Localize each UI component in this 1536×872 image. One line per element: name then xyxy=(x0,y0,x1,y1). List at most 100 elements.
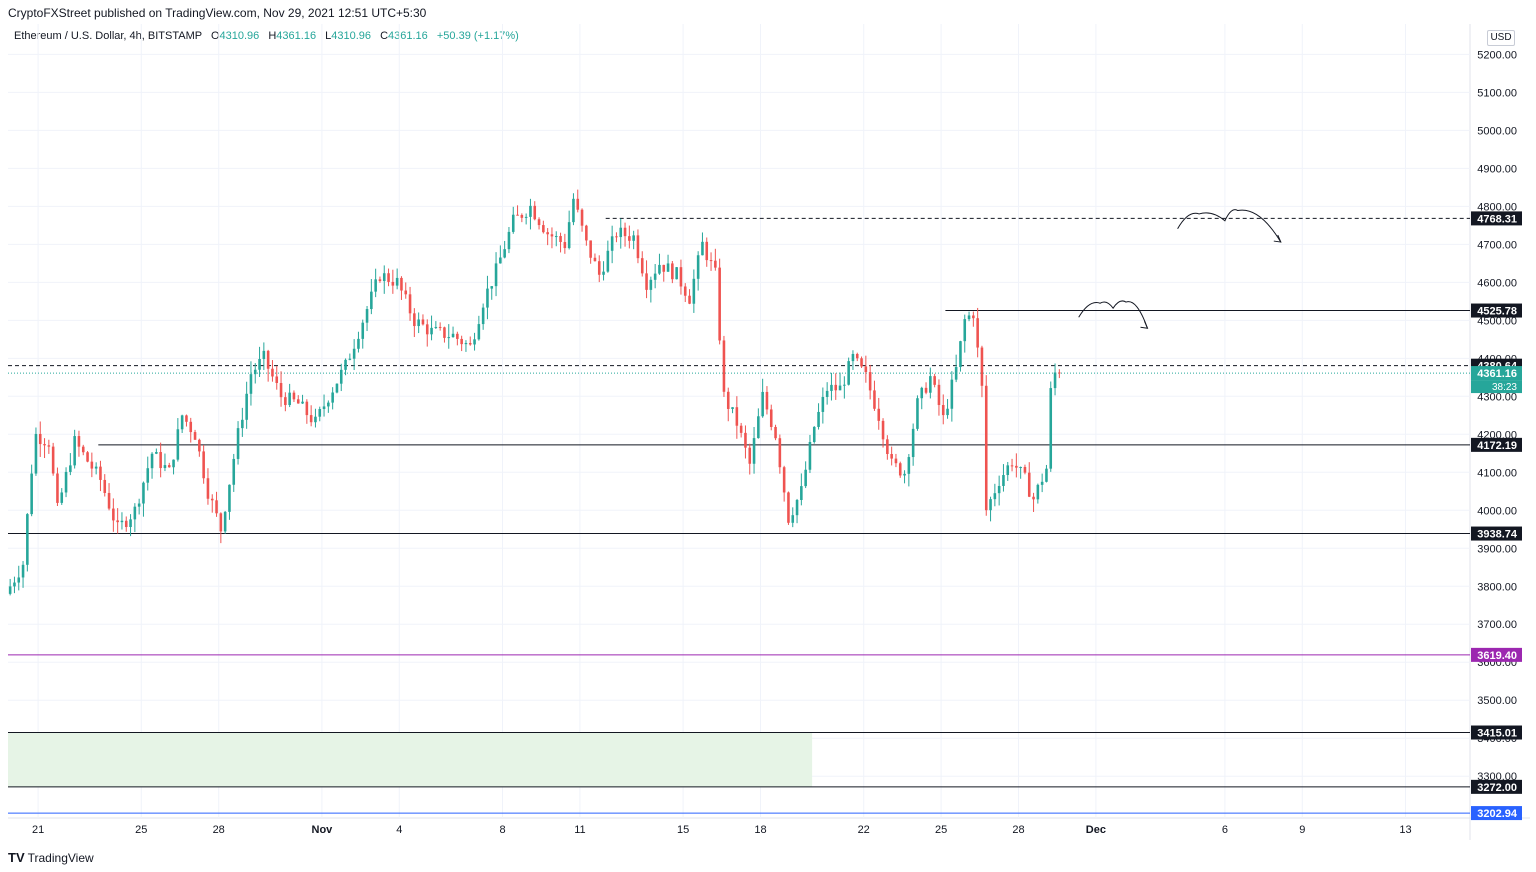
level-label: 4525.78 xyxy=(1477,306,1517,318)
candle-body xyxy=(924,387,928,393)
candle-body xyxy=(993,493,997,500)
candle-body xyxy=(490,286,494,289)
candle-body xyxy=(344,359,347,370)
chart-grid xyxy=(8,24,1530,840)
candle-body xyxy=(658,264,661,274)
last-price-label-extra-bg xyxy=(1471,380,1522,394)
candle-body xyxy=(503,249,506,258)
candle-body xyxy=(580,209,584,226)
close-label: C xyxy=(380,30,389,42)
candle-body xyxy=(1036,484,1040,500)
candle-body xyxy=(860,358,863,367)
candle-body xyxy=(309,415,313,423)
candle-body xyxy=(73,436,76,466)
price-tick-label: 4000.00 xyxy=(1477,505,1517,517)
candle-body xyxy=(26,514,29,565)
candle-body xyxy=(812,426,816,442)
candle-body xyxy=(189,421,193,433)
candle-body xyxy=(868,372,872,391)
candle-body xyxy=(838,385,842,391)
candle-body xyxy=(486,288,489,308)
low-label: L xyxy=(325,30,332,42)
candle-body xyxy=(206,478,210,499)
candle-body xyxy=(365,309,369,323)
candle-body xyxy=(456,333,459,339)
candle-body xyxy=(236,428,240,459)
candle-body xyxy=(185,415,188,422)
candle-body xyxy=(8,586,12,594)
candle-body xyxy=(825,390,829,397)
candle-body xyxy=(855,353,859,359)
candle-body xyxy=(266,350,270,369)
candle-body xyxy=(86,452,89,462)
candle-body xyxy=(499,257,502,264)
candle-body xyxy=(172,459,175,468)
candle-body xyxy=(683,286,687,296)
candle-body xyxy=(946,408,949,416)
candle-body xyxy=(606,250,610,272)
candle-body xyxy=(615,236,618,238)
candle-body xyxy=(1032,496,1035,500)
candle-body xyxy=(774,426,777,439)
candle-body xyxy=(374,279,377,292)
candle-body xyxy=(146,468,150,483)
candle-body xyxy=(391,281,395,286)
candle-body xyxy=(133,506,137,520)
candle-body xyxy=(623,227,627,237)
candle-body xyxy=(210,498,214,501)
candle-body xyxy=(929,376,932,393)
candle-body xyxy=(1010,465,1014,467)
candle-body xyxy=(124,520,128,528)
candle-body xyxy=(357,338,360,349)
currency-unit-button[interactable]: USD xyxy=(1487,30,1515,46)
candle-body xyxy=(430,327,433,335)
time-tick-label: 4 xyxy=(396,824,402,836)
candle-body xyxy=(752,438,756,464)
candle-body xyxy=(253,369,257,375)
candle-body xyxy=(718,267,721,341)
candle-body xyxy=(877,408,881,421)
last-price-label: 4361.16 xyxy=(1477,368,1517,380)
candle-body xyxy=(873,390,876,409)
candle-body xyxy=(51,446,55,474)
candle-body xyxy=(413,313,416,327)
candle-body xyxy=(1049,388,1053,469)
candle-body xyxy=(232,458,236,485)
time-tick-label: 11 xyxy=(574,824,585,836)
candle-body xyxy=(1015,465,1018,468)
candle-body xyxy=(520,214,524,218)
candle-body xyxy=(94,466,98,469)
projection-arrows xyxy=(1078,209,1282,329)
candle-body xyxy=(593,257,597,262)
candle-body xyxy=(640,258,644,274)
candle-body xyxy=(666,263,670,272)
candle-body xyxy=(167,465,171,468)
candle-body xyxy=(301,401,304,404)
candle-body xyxy=(284,397,287,406)
candle-body xyxy=(180,415,184,430)
candle-body xyxy=(279,383,283,398)
tradingview-footer[interactable]: TV TradingView xyxy=(8,850,94,865)
candle-body xyxy=(787,492,790,523)
candle-body xyxy=(761,391,764,417)
candle-body xyxy=(103,479,107,493)
candle-body xyxy=(30,473,33,515)
candle-body xyxy=(1006,465,1010,476)
candle-body xyxy=(314,416,317,423)
candle-body xyxy=(847,361,850,385)
price-tick-label: 5200.00 xyxy=(1477,49,1517,61)
candle-body xyxy=(898,463,902,476)
symbol-title[interactable]: Ethereum / U.S. Dollar, 4h, BITSTAMP xyxy=(14,30,202,42)
candle-body xyxy=(817,411,820,427)
candle-body xyxy=(361,322,365,339)
candle-body xyxy=(142,482,145,504)
candle-body xyxy=(529,205,532,217)
candle-body xyxy=(13,582,16,587)
candle-body xyxy=(864,366,868,373)
candle-body xyxy=(477,324,481,340)
candle-body xyxy=(464,343,468,345)
candle-body xyxy=(331,392,334,403)
candle-body xyxy=(533,205,537,220)
candle-body xyxy=(176,429,180,460)
